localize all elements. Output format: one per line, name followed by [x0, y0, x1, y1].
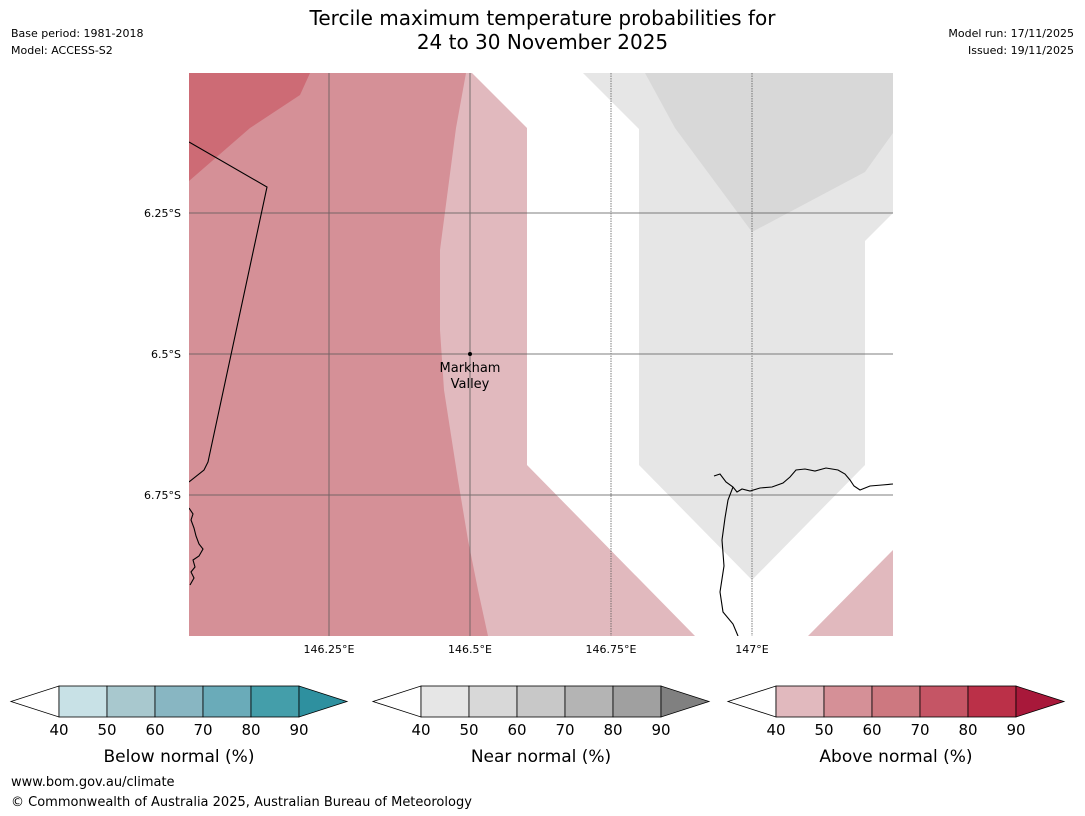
legend-below-normal-extend-low — [9, 685, 60, 718]
legend-above-normal-cell-80 — [967, 685, 1017, 718]
coastline-west — [189, 507, 204, 586]
place-label-line-1: Markham — [440, 361, 501, 376]
legend-below-normal-tick-40: 40 — [49, 721, 68, 739]
legend-near-normal-tick-60: 60 — [507, 721, 526, 739]
legend-above-normal-cell-60 — [871, 685, 921, 718]
base-period: Base period: 1981-2018 — [11, 27, 144, 40]
region-near-40 — [583, 73, 893, 580]
legend-below-normal-cell-80 — [250, 685, 300, 718]
issued-date: Issued: 19/11/2025 — [967, 44, 1074, 57]
map-area — [189, 73, 893, 636]
legend-above-normal-extend-low — [726, 685, 777, 718]
river-coastline-east — [713, 467, 893, 493]
legend-above-normal-tick-90: 90 — [1006, 721, 1025, 739]
legend-below-normal-tick-90: 90 — [289, 721, 308, 739]
legend-near-normal-tick-80: 80 — [603, 721, 622, 739]
legend-near-normal-tick-90: 90 — [651, 721, 670, 739]
legend-near-normal-title: Near normal (%) — [471, 747, 611, 767]
legend-below-normal-cell-50 — [106, 685, 156, 718]
meta-right: Model run: 17/11/2025 Issued: 19/11/2025 — [948, 25, 1074, 59]
legend-above-normal-tick-80: 80 — [958, 721, 977, 739]
lon-label-3: 146.75°E — [586, 643, 637, 656]
legend-below-normal: 40 50 60 70 80 90 Below normal (%) — [9, 685, 349, 767]
legend-near-normal-tick-40: 40 — [411, 721, 430, 739]
legend-near-normal-tick-50: 50 — [459, 721, 478, 739]
lon-label-4: 147°E — [735, 643, 768, 656]
legend-above-normal: 40 50 60 70 80 90 Above normal (%) — [726, 685, 1066, 767]
legend-below-normal-extend-high — [298, 685, 349, 718]
legend-near-normal-cell-80 — [612, 685, 662, 718]
legend-above-normal-colorbar — [726, 685, 1066, 718]
legend-near-normal-ticks: 40 50 60 70 80 90 — [411, 721, 670, 739]
legend-above-normal-ticks: 40 50 60 70 80 90 — [766, 721, 1025, 739]
region-near-50 — [645, 73, 893, 232]
legend-near-normal-cell-50 — [468, 685, 518, 718]
lat-label-2: 6.5°S — [151, 348, 181, 361]
legend-near-normal-colorbar — [371, 685, 711, 718]
legend-below-normal-cell-40 — [58, 685, 108, 718]
legend-below-normal-tick-80: 80 — [241, 721, 260, 739]
legend-above-normal-extend-high — [1015, 685, 1066, 718]
legend-below-normal-title: Below normal (%) — [104, 747, 255, 767]
lon-label-1: 146.25°E — [304, 643, 355, 656]
legend-near-normal-tick-70: 70 — [555, 721, 574, 739]
legend-near-normal-cell-70 — [564, 685, 614, 718]
gridlines — [189, 73, 893, 636]
region-above-70 — [189, 73, 310, 181]
lat-label-1: 6.25°S — [144, 207, 181, 220]
legend-below-normal-colorbar — [9, 685, 349, 718]
lat-label-3: 6.75°S — [144, 489, 181, 502]
footer-copyright: © Commonwealth of Australia 2025, Austra… — [11, 795, 472, 810]
legend-above-normal-cell-40 — [775, 685, 825, 718]
model-name: Model: ACCESS-S2 — [11, 44, 113, 57]
legend-below-normal-tick-50: 50 — [97, 721, 116, 739]
legend-near-normal-extend-low — [371, 685, 422, 718]
title-line-2: 24 to 30 November 2025 — [416, 30, 669, 54]
location-marker — [468, 352, 472, 356]
river-south — [719, 486, 739, 636]
legend-below-normal-cell-70 — [202, 685, 252, 718]
region-above-50-southeast — [808, 550, 893, 636]
legend-above-normal-cell-50 — [823, 685, 873, 718]
lon-label-2: 146.5°E — [448, 643, 492, 656]
footer-url: www.bom.gov.au/climate — [11, 775, 175, 790]
province-boundary — [189, 141, 268, 483]
legend-below-normal-ticks: 40 50 60 70 80 90 — [49, 721, 308, 739]
legend-near-normal-extend-high — [660, 685, 711, 718]
legend-above-normal-cell-70 — [919, 685, 969, 718]
legend-above-normal-tick-50: 50 — [814, 721, 833, 739]
legend-above-normal-tick-40: 40 — [766, 721, 785, 739]
legend-near-normal-cell-60 — [516, 685, 566, 718]
boundaries — [189, 141, 893, 636]
legend-near-normal: 40 50 60 70 80 90 Near normal (%) — [371, 685, 711, 767]
meta-left: Base period: 1981-2018 Model: ACCESS-S2 — [11, 25, 143, 59]
legend-below-normal-tick-60: 60 — [145, 721, 164, 739]
chart-title: Tercile maximum temperature probabilitie… — [0, 6, 1085, 54]
model-run: Model run: 17/11/2025 — [948, 27, 1074, 40]
place-label-line-2: Valley — [451, 377, 490, 392]
legend-above-normal-title: Above normal (%) — [819, 747, 972, 767]
legend-above-normal-tick-70: 70 — [910, 721, 929, 739]
legend-below-normal-tick-70: 70 — [193, 721, 212, 739]
legend-below-normal-cell-60 — [154, 685, 204, 718]
title-line-1: Tercile maximum temperature probabilitie… — [309, 6, 776, 30]
legend-near-normal-cell-40 — [420, 685, 470, 718]
legend-above-normal-tick-60: 60 — [862, 721, 881, 739]
